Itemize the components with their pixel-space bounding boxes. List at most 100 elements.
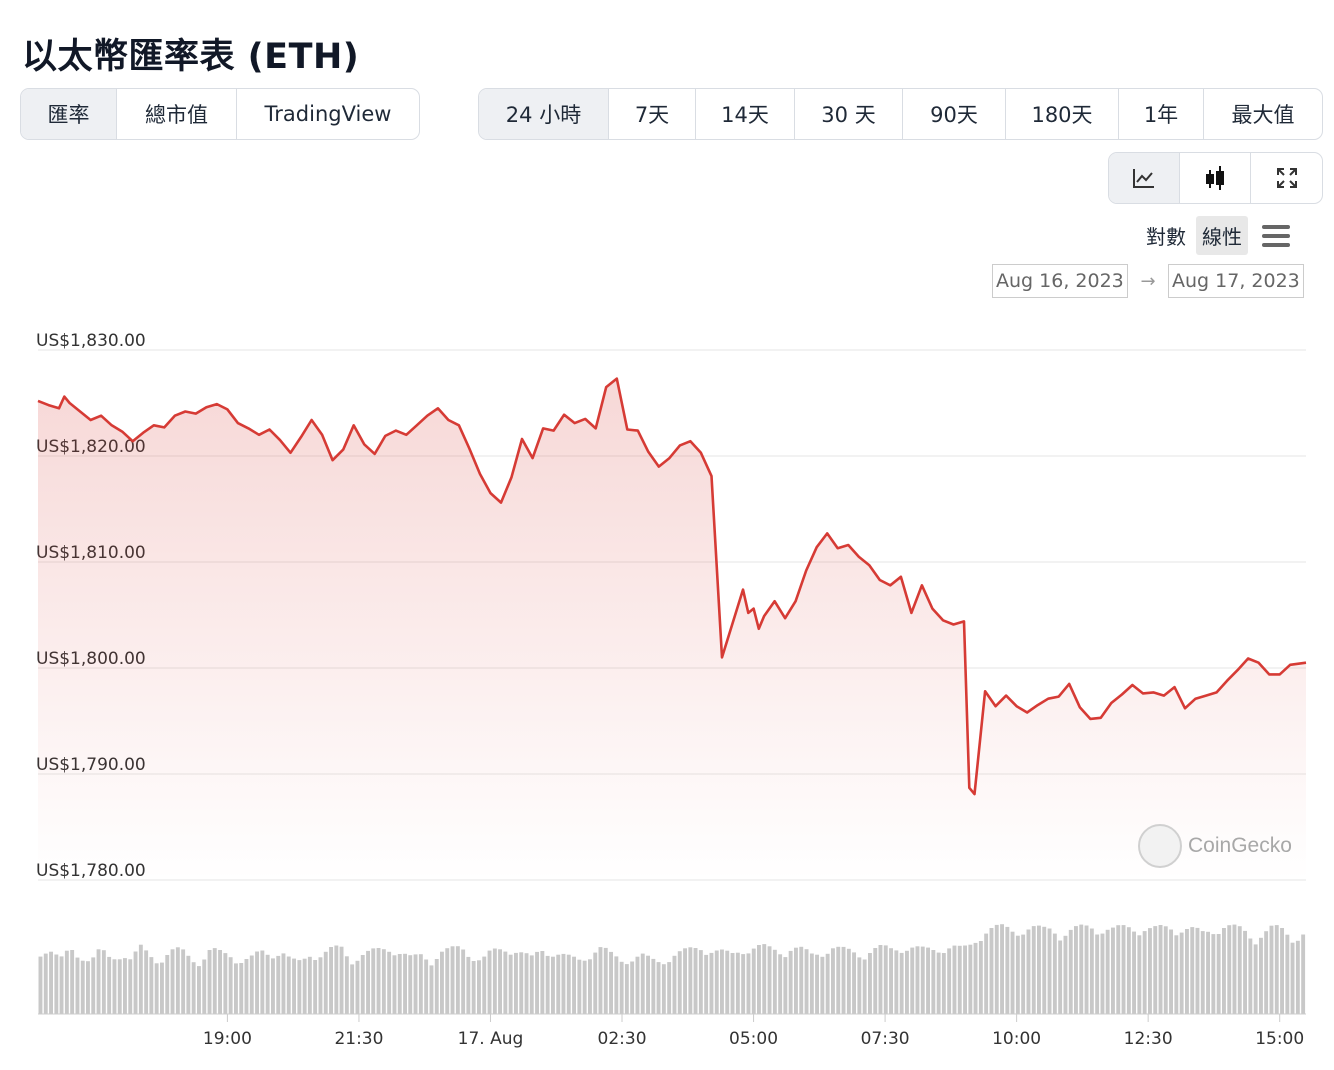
fullscreen-icon — [1276, 168, 1297, 188]
volume-bar — [49, 951, 53, 1014]
volume-bar — [1052, 933, 1057, 1014]
volume-bar — [1206, 931, 1210, 1014]
volume-bar — [197, 966, 201, 1014]
hamburger-menu-icon[interactable] — [1262, 224, 1290, 247]
volume-bar — [1200, 931, 1205, 1014]
tab-tradingview[interactable]: TradingView — [264, 102, 392, 126]
range-max[interactable]: 最大值 — [1231, 103, 1295, 127]
volume-bar — [429, 965, 434, 1014]
volume-bar — [788, 950, 793, 1014]
volume-bar — [70, 950, 75, 1014]
price-area-fill — [38, 378, 1306, 880]
volume-bar — [471, 961, 476, 1014]
volume-bar — [1137, 935, 1142, 1014]
volume-bar — [894, 950, 899, 1014]
tab-price[interactable]: 匯率 — [21, 89, 117, 139]
volume-bar — [693, 948, 698, 1014]
price-chart[interactable]: US$1,830.00US$1,820.00US$1,810.00US$1,80… — [0, 320, 1334, 1060]
volume-bar — [1227, 925, 1232, 1014]
line-chart-icon — [1133, 169, 1154, 188]
volume-bar — [741, 954, 746, 1014]
volume-bar — [836, 946, 841, 1014]
volume-bar — [228, 957, 233, 1014]
volume-bar — [899, 952, 904, 1014]
volume-bar — [624, 964, 629, 1014]
volume-bar — [667, 962, 672, 1014]
line-view-button[interactable] — [1109, 153, 1180, 203]
range-180d[interactable]: 180天 — [1006, 89, 1119, 139]
volume-bar — [413, 954, 418, 1014]
volume-bar — [1190, 927, 1195, 1014]
volume-bar — [334, 945, 339, 1014]
volume-bar — [181, 949, 186, 1014]
tab-market-cap[interactable]: 總市值 — [117, 89, 237, 139]
volume-bar — [1301, 934, 1306, 1014]
volume-bar — [1179, 932, 1184, 1014]
volume-bar — [160, 962, 164, 1014]
range-90d[interactable]: 90天 — [903, 89, 1006, 139]
volume-bar — [1285, 934, 1290, 1014]
volume-bar — [302, 958, 307, 1014]
volume-bar — [265, 954, 270, 1014]
volume-bar — [1126, 927, 1131, 1014]
volume-bar — [323, 951, 328, 1014]
range-24h[interactable]: 24 小時 — [479, 89, 609, 139]
volume-bar — [202, 959, 207, 1014]
log-scale-button[interactable]: 對數 — [1146, 225, 1186, 249]
volume-bar — [1211, 934, 1216, 1014]
volume-bar — [1116, 925, 1121, 1014]
date-from-input[interactable] — [992, 264, 1128, 298]
volume-bar — [244, 959, 249, 1014]
volume-bar — [1142, 931, 1147, 1014]
volume-bar — [588, 959, 592, 1014]
volume-bar — [101, 950, 106, 1014]
volume-bar — [968, 944, 973, 1014]
chart-type-tabs: 匯率 總市值 TradingView — [20, 88, 420, 140]
volume-bar — [117, 959, 122, 1014]
coingecko-watermark: CoinGecko — [1138, 824, 1292, 868]
volume-bar — [529, 955, 534, 1014]
volume-bar — [883, 945, 888, 1014]
fullscreen-button[interactable] — [1251, 153, 1322, 203]
volume-bar — [133, 951, 138, 1014]
x-tick-label: 19:00 — [203, 1029, 252, 1049]
date-to-input[interactable] — [1168, 264, 1304, 298]
range-7d[interactable]: 7天 — [609, 89, 696, 139]
volume-bar — [418, 954, 423, 1014]
volume-bar — [1068, 929, 1073, 1014]
volume-bar — [1074, 926, 1078, 1014]
volume-bar — [339, 946, 344, 1014]
volume-bar — [397, 954, 402, 1014]
volume-bar — [846, 948, 851, 1014]
volume-bar — [566, 954, 571, 1014]
volume-bar — [1037, 925, 1041, 1014]
price-line — [37, 377, 1307, 796]
volume-bar — [450, 946, 455, 1014]
volume-bar — [461, 949, 466, 1014]
volume-bar — [1216, 934, 1221, 1014]
range-1y[interactable]: 1年 — [1119, 89, 1204, 139]
volume-bar — [931, 950, 936, 1014]
volume-bar — [952, 945, 957, 1014]
volume-bar — [915, 946, 920, 1014]
x-tick-label: 05:00 — [729, 1029, 778, 1049]
volume-bar — [434, 959, 439, 1014]
volume-bar — [656, 962, 661, 1014]
linear-scale-button[interactable]: 線性 — [1196, 216, 1248, 255]
volume-bar — [1195, 927, 1200, 1014]
range-30d[interactable]: 30 天 — [795, 89, 903, 139]
volume-bar — [498, 949, 502, 1014]
volume-bar — [698, 950, 703, 1014]
volume-bar — [1222, 928, 1226, 1014]
volume-bar — [128, 959, 133, 1014]
volume-bar — [635, 956, 640, 1014]
volume-bar — [941, 953, 946, 1014]
candlestick-view-button[interactable] — [1180, 153, 1251, 203]
volume-bar — [978, 941, 983, 1014]
volume-bar — [276, 955, 281, 1014]
volume-bar — [704, 954, 709, 1014]
range-14d[interactable]: 14天 — [696, 89, 795, 139]
volume-bar — [144, 950, 149, 1014]
x-tick-label: 12:30 — [1124, 1029, 1173, 1049]
volume-bar — [313, 960, 318, 1014]
